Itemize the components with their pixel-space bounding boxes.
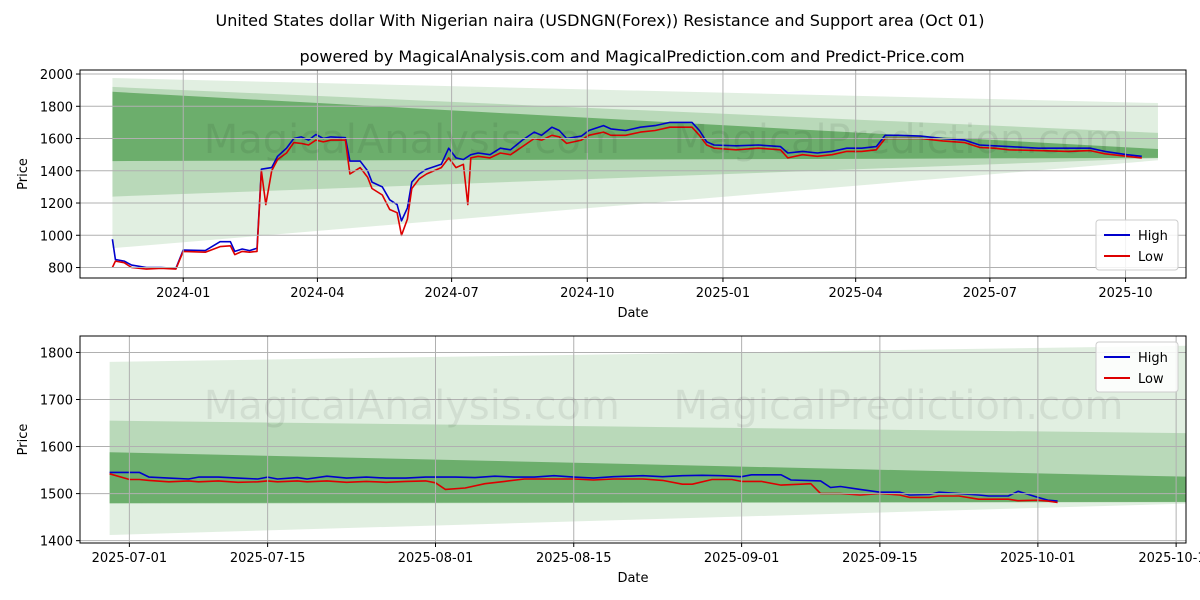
y-tick-label: 2000 <box>40 68 73 83</box>
y-tick-label: 1000 <box>40 229 73 244</box>
legend-label-high: High <box>1138 351 1168 366</box>
plot-area <box>111 78 1158 270</box>
x-tick-label: 2025-07 <box>963 286 1017 301</box>
x-axis-label: Date <box>617 571 648 586</box>
x-tick-label: 2024-04 <box>290 286 344 301</box>
x-tick-label: 2025-10-01 <box>1000 551 1076 566</box>
watermark-right: MagicalPrediction.com <box>673 383 1123 429</box>
y-tick-label: 1200 <box>40 197 73 212</box>
y-tick-label: 1800 <box>40 100 73 115</box>
legend-label-low: Low <box>1138 372 1164 387</box>
x-tick-label: 2025-01 <box>696 286 750 301</box>
x-tick-label: 2025-09-15 <box>842 551 918 566</box>
x-tick-label: 2025-08-15 <box>536 551 612 566</box>
y-tick-label: 1700 <box>40 394 73 409</box>
y-tick-label: 1800 <box>40 346 73 361</box>
x-tick-label: 2025-07-15 <box>230 551 306 566</box>
y-tick-label: 1600 <box>40 441 73 456</box>
x-tick-label: 2025-07-01 <box>92 551 168 566</box>
top-chart-panel: MagicalAnalysis.com MagicalPrediction.com… <box>16 68 1187 321</box>
legend: High Low <box>1095 341 1179 393</box>
y-axis-label: Price <box>16 158 31 190</box>
x-tick-label: 2025-10 <box>1098 286 1152 301</box>
inner-band <box>109 452 1186 504</box>
x-tick-label: 2024-07 <box>424 286 478 301</box>
series-line-low <box>109 473 1058 504</box>
y-axis-label: Price <box>16 424 31 456</box>
watermark-left: MagicalAnalysis.com <box>204 117 620 163</box>
plot-area <box>109 345 1186 536</box>
watermark-left: MagicalAnalysis.com <box>204 383 620 429</box>
bottom-chart-panel: MagicalAnalysis.com MagicalPrediction.com… <box>16 335 1200 586</box>
y-tick-label: 1400 <box>40 535 73 550</box>
y-tick-label: 1400 <box>40 165 73 180</box>
legend-label-high: High <box>1138 229 1168 244</box>
y-tick-label: 800 <box>48 262 73 277</box>
series-line-low <box>111 126 1142 270</box>
legend-box <box>1095 341 1179 393</box>
chart-title: United States dollar With Nigerian naira… <box>216 11 985 30</box>
y-tick-label: 1500 <box>40 488 73 503</box>
axes-frame <box>79 335 1187 544</box>
x-tick-label: 2025-08-01 <box>398 551 474 566</box>
series-line-high <box>109 471 1058 502</box>
legend-box <box>1095 219 1179 271</box>
inner-band <box>112 91 1158 162</box>
legend-label-low: Low <box>1138 250 1164 265</box>
x-tick-label: 2024-10 <box>560 286 614 301</box>
y-tick-label: 1600 <box>40 133 73 148</box>
x-axis-label: Date <box>617 306 648 321</box>
legend: High Low <box>1095 219 1179 271</box>
x-tick-label: 2025-10-15 <box>1138 551 1200 566</box>
chart-subtitle: powered by MagicalAnalysis.com and Magic… <box>299 47 964 66</box>
x-tick-label: 2025-04 <box>829 286 883 301</box>
x-tick-label: 2025-09-01 <box>704 551 780 566</box>
watermark-right: MagicalPrediction.com <box>673 117 1123 163</box>
x-tick-label: 2024-01 <box>156 286 210 301</box>
axes-frame <box>79 69 1187 279</box>
